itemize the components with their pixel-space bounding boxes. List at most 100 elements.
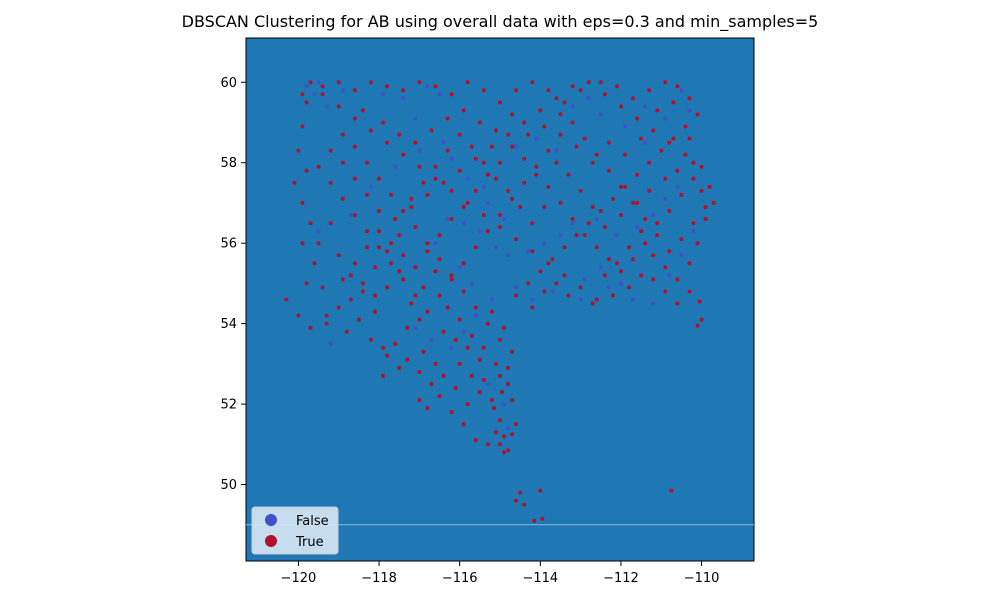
data-point-true [514,293,519,298]
data-point-false [340,88,345,93]
data-point-true [494,176,498,181]
data-point-true [401,152,406,157]
data-point-true [352,176,357,181]
data-point-false [651,213,656,217]
data-point-true [385,84,390,89]
data-point-true [586,80,591,85]
data-point-true [457,168,462,173]
data-point-true [695,241,700,246]
data-point-true [619,269,623,274]
data-point-true [441,329,446,334]
data-point-true [675,301,680,306]
data-point-true [651,277,656,282]
data-point-true [647,188,652,193]
y-tick-label: 50 [220,478,237,493]
data-point-true [461,289,466,294]
data-point-true [514,498,519,503]
data-point-true [377,176,381,181]
data-point-true [457,317,462,322]
legend-label-false: False [296,514,329,529]
data-point-true [348,297,353,302]
data-point-true [675,277,680,282]
data-point-false [369,184,373,189]
data-point-true [481,345,486,350]
data-point-false [663,196,668,201]
data-point-true [461,108,466,113]
chart-title: DBSCAN Clustering for AB using overall d… [181,12,819,31]
data-point-true [413,265,418,270]
data-point-true [397,365,402,370]
data-point-true [631,257,635,262]
data-point-false [631,297,635,302]
data-point-true [425,309,430,314]
data-point-true [405,325,410,330]
data-point-true [461,205,466,209]
data-point-true [510,349,515,354]
data-point-true [594,152,599,157]
data-point-true [449,217,454,221]
data-point-true [655,221,660,226]
data-point-true [540,516,545,521]
data-point-true [506,188,511,193]
data-point-true [691,221,696,226]
data-point-true [635,200,640,205]
data-point-true [421,285,426,290]
data-point-true [691,176,696,181]
data-point-true [492,406,496,411]
data-point-true [506,448,511,453]
data-point-false [623,124,627,129]
data-point-true [606,140,611,145]
data-point-true [320,84,325,89]
data-point-true [417,164,422,169]
data-point-true [401,253,406,258]
data-point-true [340,196,345,201]
data-point-true [522,120,527,125]
data-point-false [393,164,398,169]
data-point-false [526,249,531,254]
data-point-false [542,241,547,246]
data-point-true [300,200,305,205]
data-point-true [566,172,571,177]
data-point-false [316,80,321,85]
plot-area [245,37,755,562]
data-point-true [498,100,502,105]
data-point-true [562,100,567,105]
data-point-true [473,156,478,161]
data-point-false [534,136,539,141]
data-point-false [554,148,559,153]
data-point-true [296,148,301,153]
data-point-true [570,84,575,89]
data-point-true [582,136,587,141]
data-point-true [360,108,365,113]
data-point-true [627,285,631,290]
data-point-true [300,92,305,97]
data-point-false [485,382,490,386]
data-point-true [498,160,502,165]
data-point-true [639,229,644,234]
data-point-true [546,261,551,266]
data-point-true [586,221,591,226]
data-point-true [369,337,373,342]
data-point-false [457,265,462,270]
data-point-true [409,196,414,201]
data-point-false [578,297,583,302]
data-point-true [421,180,426,185]
data-point-true [590,205,595,209]
data-point-true [582,233,587,238]
data-point-false [651,301,656,306]
data-point-true [602,273,607,278]
data-point-true [433,164,438,169]
data-point-true [554,96,559,101]
data-point-true [558,132,563,137]
data-point-false [465,176,470,181]
data-point-false [506,426,511,431]
data-point-true [574,144,579,149]
y-tick-label: 54 [220,317,237,332]
data-point-false [494,245,498,250]
data-point-true [328,148,333,153]
data-point-true [514,88,519,93]
data-point-true [687,289,692,294]
data-point-true [292,180,297,185]
data-point-true [667,140,672,145]
data-point-true [365,245,369,250]
